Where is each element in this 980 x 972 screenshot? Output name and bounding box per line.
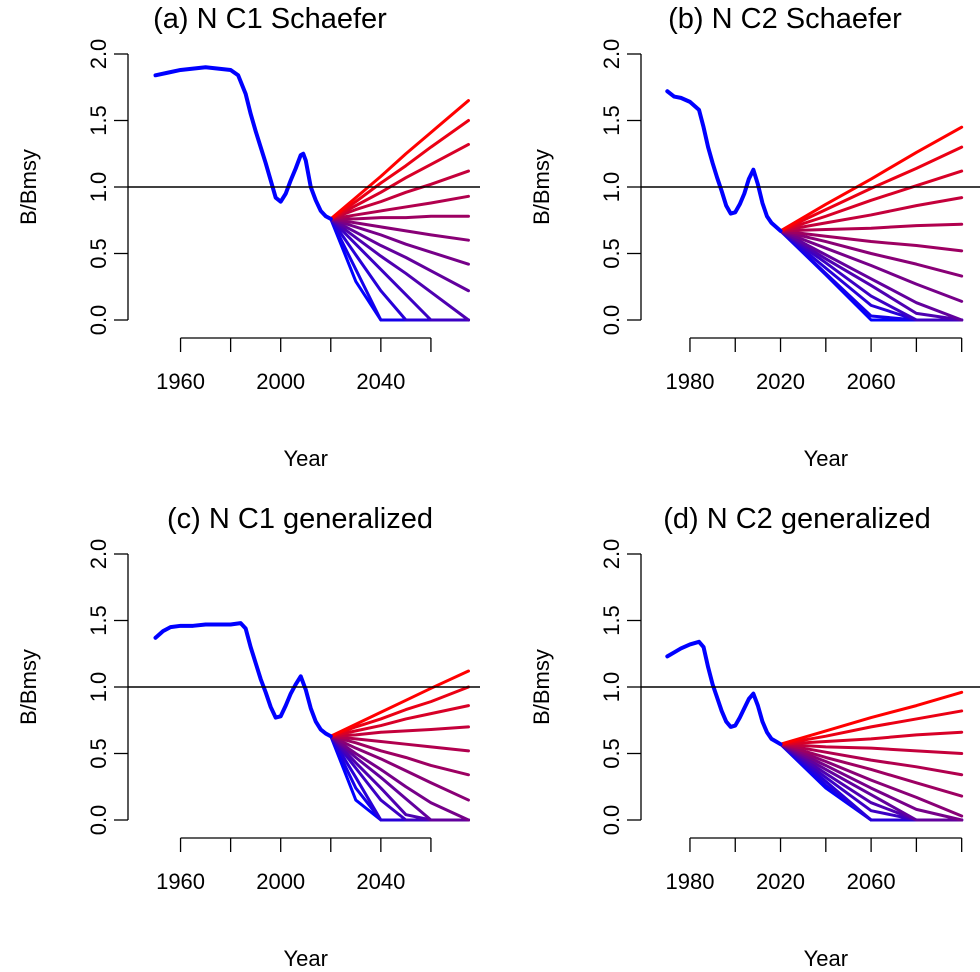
y-tick-label: 0.5 bbox=[86, 738, 111, 769]
projection-line bbox=[779, 709, 964, 746]
x-tick-label: 2060 bbox=[847, 369, 896, 394]
y-tick-label: 0.5 bbox=[599, 238, 624, 269]
projection-line bbox=[779, 742, 964, 755]
y-tick-label: 2.0 bbox=[86, 539, 111, 570]
y-axis-label: B/Bmsy bbox=[529, 149, 554, 225]
projection-line bbox=[779, 690, 964, 746]
y-tick-label: 2.0 bbox=[86, 39, 111, 70]
y-tick-label: 0.5 bbox=[599, 738, 624, 769]
projection-line bbox=[329, 217, 470, 242]
y-tick-label: 1.0 bbox=[599, 172, 624, 203]
panel: (c) N C1 generalized 0.0 0.5 1.0 1.5 2.0 B/Bms… bbox=[16, 503, 480, 971]
projection-line bbox=[329, 169, 470, 221]
projection-line bbox=[779, 229, 964, 278]
y-tick-label: 1.5 bbox=[599, 105, 624, 136]
x-tick-label: 1960 bbox=[156, 369, 205, 394]
panel: (d) N C2 generalized 0.0 0.5 1.0 1.5 2.0 B/Bms… bbox=[529, 503, 980, 971]
x-axis-label: Year bbox=[804, 946, 848, 971]
panel: (b) N C2 Schaefer 0.0 0.5 1.0 1.5 2.0 B/Bmsy 19… bbox=[529, 3, 980, 471]
projection-line bbox=[329, 734, 470, 777]
y-tick-label: 0.0 bbox=[599, 305, 624, 336]
y-tick-label: 1.5 bbox=[599, 605, 624, 636]
panel-title: (a) N C1 Schaefer bbox=[153, 3, 387, 35]
y-tick-label: 1.5 bbox=[86, 105, 111, 136]
y-tick-label: 2.0 bbox=[599, 39, 624, 70]
history-line bbox=[665, 89, 783, 233]
y-tick-label: 0.0 bbox=[599, 805, 624, 836]
panel-title: (b) N C2 Schaefer bbox=[668, 3, 902, 35]
y-axis-label: B/Bmsy bbox=[529, 649, 554, 725]
x-axis-label: Year bbox=[804, 446, 848, 471]
y-tick-label: 1.5 bbox=[86, 605, 111, 636]
y-tick-label: 2.0 bbox=[599, 539, 624, 570]
projection-line bbox=[329, 99, 470, 221]
x-tick-label: 1960 bbox=[156, 869, 205, 894]
projection-line bbox=[329, 734, 470, 802]
panel-title: (c) N C1 generalized bbox=[167, 503, 433, 535]
projection-line bbox=[779, 229, 964, 253]
projection-line bbox=[779, 222, 964, 233]
x-tick-label: 2020 bbox=[756, 869, 805, 894]
projection-line bbox=[779, 229, 964, 303]
projection-line bbox=[779, 169, 964, 233]
projection-line bbox=[329, 734, 470, 822]
projection-line bbox=[329, 194, 470, 221]
projection-line bbox=[329, 217, 470, 322]
projection-line bbox=[779, 742, 964, 822]
projection-line bbox=[329, 142, 470, 221]
projection-line bbox=[779, 229, 964, 322]
x-tick-label: 2040 bbox=[356, 369, 405, 394]
x-tick-label: 2020 bbox=[756, 369, 805, 394]
y-tick-label: 1.0 bbox=[599, 672, 624, 703]
projection-line bbox=[779, 742, 964, 822]
x-tick-label: 2000 bbox=[256, 869, 305, 894]
panel: (a) N C1 Schaefer 0.0 0.5 1.0 1.5 2.0 B/Bmsy 19… bbox=[16, 3, 480, 471]
y-tick-label: 0.5 bbox=[86, 238, 111, 269]
projection-line bbox=[329, 217, 470, 322]
history-line bbox=[153, 65, 333, 221]
projection-line bbox=[779, 229, 964, 322]
projection-line bbox=[329, 734, 470, 753]
projection-line bbox=[779, 196, 964, 233]
history-line bbox=[153, 621, 333, 739]
projection-line bbox=[329, 725, 470, 738]
history-line bbox=[665, 639, 783, 747]
projection-line bbox=[329, 217, 470, 266]
x-tick-label: 2040 bbox=[356, 869, 405, 894]
projection-line bbox=[329, 119, 470, 221]
projection-line bbox=[329, 669, 470, 738]
projection-line bbox=[329, 704, 470, 738]
projection-line bbox=[779, 742, 964, 777]
projection-line bbox=[779, 125, 964, 233]
x-tick-label: 2000 bbox=[256, 369, 305, 394]
projection-line bbox=[779, 742, 964, 818]
x-axis-label: Year bbox=[284, 446, 328, 471]
x-axis-label: Year bbox=[284, 946, 328, 971]
y-axis-label: B/Bmsy bbox=[16, 649, 41, 725]
y-tick-label: 1.0 bbox=[86, 172, 111, 203]
x-tick-label: 1980 bbox=[665, 869, 714, 894]
y-axis-label: B/Bmsy bbox=[16, 149, 41, 225]
y-tick-label: 0.0 bbox=[86, 805, 111, 836]
projection-line bbox=[329, 217, 470, 293]
projection-line bbox=[329, 734, 470, 822]
projection-line bbox=[329, 214, 470, 221]
projection-line bbox=[779, 730, 964, 746]
x-tick-label: 2060 bbox=[847, 869, 896, 894]
panel-title: (d) N C2 generalized bbox=[663, 503, 931, 535]
projection-line bbox=[779, 742, 964, 798]
x-tick-label: 1980 bbox=[665, 369, 714, 394]
y-tick-label: 0.0 bbox=[86, 305, 111, 336]
projection-line bbox=[779, 145, 964, 233]
projection-line bbox=[329, 685, 470, 738]
y-tick-label: 1.0 bbox=[86, 672, 111, 703]
projection-line bbox=[779, 229, 964, 322]
